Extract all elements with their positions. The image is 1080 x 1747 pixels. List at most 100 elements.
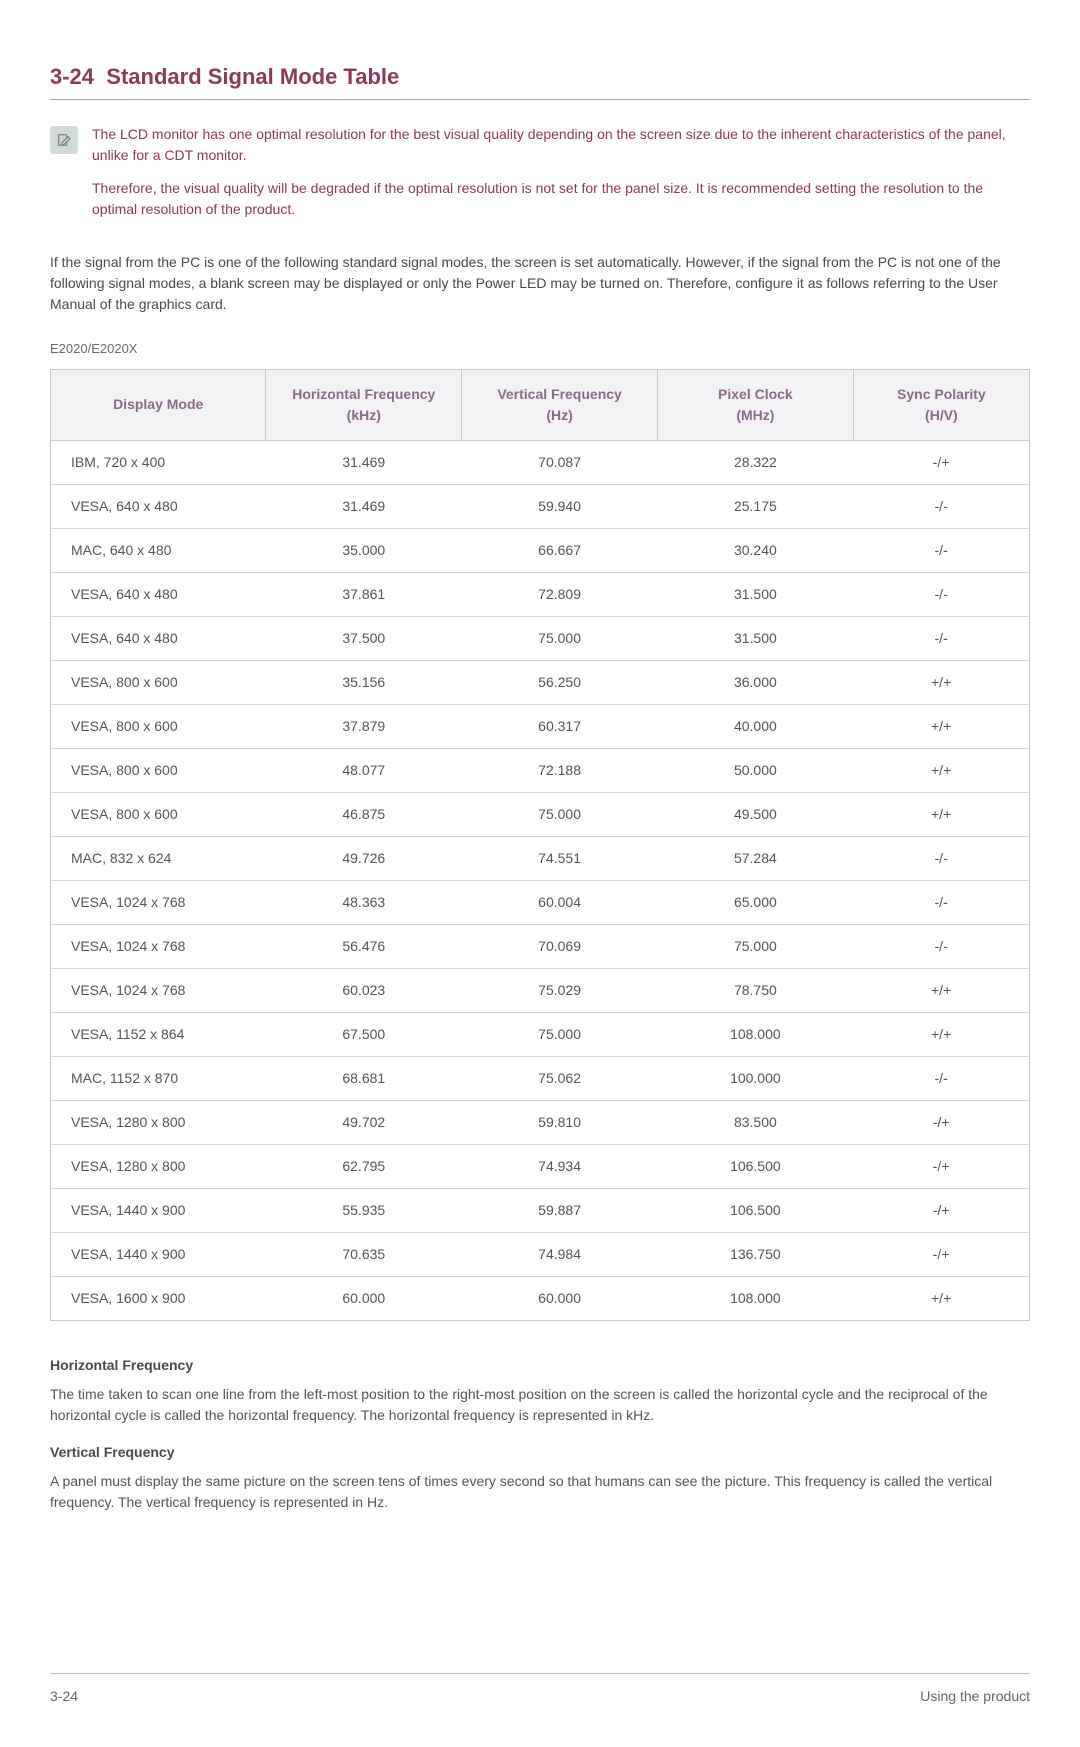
table-cell: VESA, 800 x 600 bbox=[51, 660, 266, 704]
table-cell: 106.500 bbox=[657, 1144, 853, 1188]
table-cell: 25.175 bbox=[657, 484, 853, 528]
table-row: VESA, 1024 x 76860.02375.02978.750+/+ bbox=[51, 968, 1030, 1012]
table-cell: VESA, 1024 x 768 bbox=[51, 880, 266, 924]
table-cell: -/- bbox=[853, 528, 1029, 572]
table-cell: 60.317 bbox=[462, 704, 658, 748]
table-cell: 106.500 bbox=[657, 1188, 853, 1232]
table-cell: -/- bbox=[853, 880, 1029, 924]
table-cell: -/- bbox=[853, 616, 1029, 660]
table-header-cell: Display Mode bbox=[51, 369, 266, 440]
section-number: 3-24 bbox=[50, 64, 94, 89]
note-p2: Therefore, the visual quality will be de… bbox=[92, 178, 1030, 220]
table-cell: 31.469 bbox=[266, 484, 462, 528]
table-cell: 57.284 bbox=[657, 836, 853, 880]
hf-heading: Horizontal Frequency bbox=[50, 1355, 1030, 1376]
table-cell: 31.500 bbox=[657, 572, 853, 616]
table-row: VESA, 1440 x 90055.93559.887106.500-/+ bbox=[51, 1188, 1030, 1232]
table-cell: -/+ bbox=[853, 1188, 1029, 1232]
table-cell: 48.077 bbox=[266, 748, 462, 792]
table-cell: VESA, 800 x 600 bbox=[51, 748, 266, 792]
table-row: VESA, 800 x 60048.07772.18850.000+/+ bbox=[51, 748, 1030, 792]
table-cell: MAC, 832 x 624 bbox=[51, 836, 266, 880]
table-cell: 74.934 bbox=[462, 1144, 658, 1188]
table-cell: 100.000 bbox=[657, 1056, 853, 1100]
table-row: VESA, 1600 x 90060.00060.000108.000+/+ bbox=[51, 1276, 1030, 1320]
table-header-cell: Horizontal Frequency(kHz) bbox=[266, 369, 462, 440]
table-cell: +/+ bbox=[853, 748, 1029, 792]
table-cell: 75.062 bbox=[462, 1056, 658, 1100]
table-cell: 62.795 bbox=[266, 1144, 462, 1188]
table-header-row: Display ModeHorizontal Frequency(kHz)Ver… bbox=[51, 369, 1030, 440]
table-cell: VESA, 640 x 480 bbox=[51, 572, 266, 616]
note-text: The LCD monitor has one optimal resoluti… bbox=[92, 124, 1030, 232]
table-row: VESA, 1024 x 76856.47670.06975.000-/- bbox=[51, 924, 1030, 968]
table-header-cell: Sync Polarity(H/V) bbox=[853, 369, 1029, 440]
table-cell: 46.875 bbox=[266, 792, 462, 836]
signal-mode-table: Display ModeHorizontal Frequency(kHz)Ver… bbox=[50, 369, 1030, 1321]
table-cell: 35.000 bbox=[266, 528, 462, 572]
table-cell: VESA, 640 x 480 bbox=[51, 484, 266, 528]
table-cell: -/- bbox=[853, 484, 1029, 528]
table-cell: 60.000 bbox=[266, 1276, 462, 1320]
table-cell: IBM, 720 x 400 bbox=[51, 440, 266, 484]
table-cell: VESA, 1440 x 900 bbox=[51, 1232, 266, 1276]
table-cell: 56.476 bbox=[266, 924, 462, 968]
table-row: VESA, 800 x 60035.15656.25036.000+/+ bbox=[51, 660, 1030, 704]
table-row: VESA, 800 x 60046.87575.00049.500+/+ bbox=[51, 792, 1030, 836]
table-cell: VESA, 1024 x 768 bbox=[51, 924, 266, 968]
hf-body: The time taken to scan one line from the… bbox=[50, 1384, 1030, 1426]
table-cell: -/+ bbox=[853, 1144, 1029, 1188]
footer-right: Using the product bbox=[920, 1686, 1030, 1707]
table-cell: 75.000 bbox=[462, 1012, 658, 1056]
table-cell: 75.000 bbox=[462, 792, 658, 836]
table-cell: 108.000 bbox=[657, 1012, 853, 1056]
table-cell: 49.702 bbox=[266, 1100, 462, 1144]
table-cell: 49.726 bbox=[266, 836, 462, 880]
table-header-cell: Vertical Frequency(Hz) bbox=[462, 369, 658, 440]
table-cell: 31.500 bbox=[657, 616, 853, 660]
table-cell: 67.500 bbox=[266, 1012, 462, 1056]
table-row: MAC, 832 x 62449.72674.55157.284-/- bbox=[51, 836, 1030, 880]
table-cell: 66.667 bbox=[462, 528, 658, 572]
note-icon bbox=[50, 126, 78, 154]
table-cell: 31.469 bbox=[266, 440, 462, 484]
table-header-cell: Pixel Clock(MHz) bbox=[657, 369, 853, 440]
table-row: VESA, 1440 x 90070.63574.984136.750-/+ bbox=[51, 1232, 1030, 1276]
table-cell: 74.984 bbox=[462, 1232, 658, 1276]
table-cell: -/- bbox=[853, 1056, 1029, 1100]
table-cell: MAC, 640 x 480 bbox=[51, 528, 266, 572]
table-cell: 108.000 bbox=[657, 1276, 853, 1320]
table-cell: VESA, 1280 x 800 bbox=[51, 1100, 266, 1144]
table-cell: +/+ bbox=[853, 1012, 1029, 1056]
table-cell: VESA, 1440 x 900 bbox=[51, 1188, 266, 1232]
table-cell: -/+ bbox=[853, 1100, 1029, 1144]
table-cell: 59.887 bbox=[462, 1188, 658, 1232]
table-row: VESA, 640 x 48037.50075.00031.500-/- bbox=[51, 616, 1030, 660]
footer-left: 3-24 bbox=[50, 1686, 78, 1707]
table-cell: +/+ bbox=[853, 792, 1029, 836]
table-row: VESA, 640 x 48031.46959.94025.175-/- bbox=[51, 484, 1030, 528]
table-cell: 36.000 bbox=[657, 660, 853, 704]
table-row: IBM, 720 x 40031.46970.08728.322-/+ bbox=[51, 440, 1030, 484]
table-cell: 68.681 bbox=[266, 1056, 462, 1100]
table-cell: VESA, 1152 x 864 bbox=[51, 1012, 266, 1056]
table-cell: 49.500 bbox=[657, 792, 853, 836]
table-cell: 83.500 bbox=[657, 1100, 853, 1144]
table-cell: 59.940 bbox=[462, 484, 658, 528]
table-cell: 59.810 bbox=[462, 1100, 658, 1144]
table-cell: 37.879 bbox=[266, 704, 462, 748]
table-cell: 70.635 bbox=[266, 1232, 462, 1276]
note-p1: The LCD monitor has one optimal resoluti… bbox=[92, 124, 1030, 166]
table-cell: 60.000 bbox=[462, 1276, 658, 1320]
table-cell: 35.156 bbox=[266, 660, 462, 704]
section-name: Standard Signal Mode Table bbox=[106, 64, 399, 89]
table-row: VESA, 1280 x 80062.79574.934106.500-/+ bbox=[51, 1144, 1030, 1188]
table-cell: +/+ bbox=[853, 660, 1029, 704]
table-row: MAC, 1152 x 87068.68175.062100.000-/- bbox=[51, 1056, 1030, 1100]
table-row: VESA, 1024 x 76848.36360.00465.000-/- bbox=[51, 880, 1030, 924]
table-cell: 55.935 bbox=[266, 1188, 462, 1232]
table-cell: VESA, 800 x 600 bbox=[51, 704, 266, 748]
table-cell: -/- bbox=[853, 572, 1029, 616]
table-cell: 70.087 bbox=[462, 440, 658, 484]
section-title: 3-24 Standard Signal Mode Table bbox=[50, 60, 1030, 100]
